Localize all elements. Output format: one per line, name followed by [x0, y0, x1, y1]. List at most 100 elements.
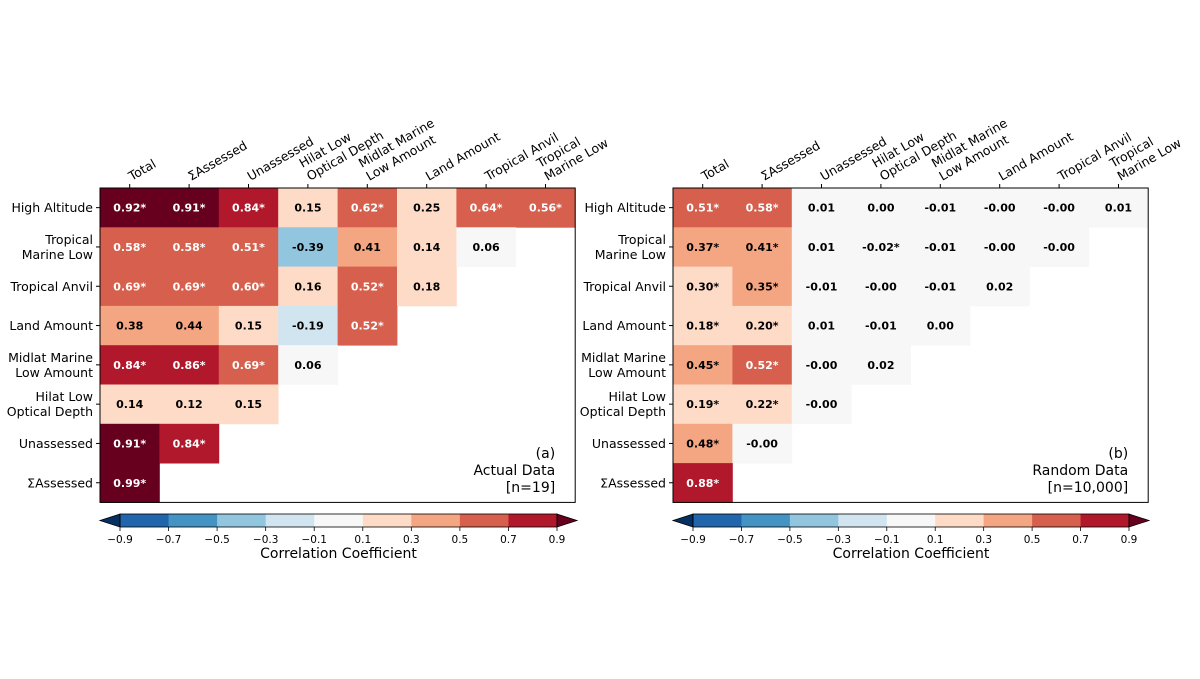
row-label-line: ΣAssessed [600, 475, 666, 490]
heatmap-cell [218, 305, 279, 346]
colorbar-tick-label: 0.5 [1024, 534, 1041, 546]
annotation-title: Actual Data [473, 463, 555, 479]
colorbar-segment [1080, 514, 1130, 527]
row-label-line: Midlat Marine [8, 350, 93, 365]
heatmap-cell [673, 188, 733, 228]
annotation-n: [n=10,000] [1048, 480, 1129, 496]
cell-value-label: -0.00 [806, 359, 838, 372]
heatmap-cell [159, 227, 220, 267]
heatmap-cell [791, 266, 852, 307]
row-label-line: ΣAssessed [27, 475, 93, 490]
heatmap-cell [1088, 188, 1149, 228]
row-label-line: Tropical Anvil [582, 279, 666, 294]
column-label-line: ΣAssessed [758, 138, 823, 184]
row-label-line: Marine Low [595, 247, 666, 262]
colorbar-over-arrow [556, 513, 579, 528]
cell-value-label: -0.01 [806, 280, 838, 293]
cell-value-label: 0.62* [351, 202, 384, 215]
heatmap-cell [851, 266, 911, 307]
row-label: Tropical Anvil [582, 279, 666, 294]
cell-value-label: 0.48* [686, 437, 719, 450]
column-label: Total [125, 156, 159, 184]
heatmap-cell [732, 266, 793, 307]
column-label-line: Total [698, 156, 732, 184]
cell-value-label: 0.01 [808, 320, 835, 333]
heatmap-cell [970, 227, 1030, 267]
row-label-line: Tropical [617, 232, 666, 247]
colorbar-segment [120, 514, 170, 527]
colorbar-tick-label: −0.7 [156, 534, 182, 546]
row-label: ΣAssessed [27, 475, 93, 490]
heatmap-cell [791, 188, 852, 228]
heatmap-cell [1029, 227, 1090, 267]
cell-value-label: 0.01 [808, 202, 835, 215]
heatmap-cell [851, 305, 911, 346]
row-label: Hilat Low Optical Depth [580, 389, 666, 419]
cell-value-label: 0.99* [113, 477, 146, 490]
row-label-line: Unassessed [592, 436, 666, 451]
heatmap-cell [159, 423, 220, 464]
heatmap-cell [278, 345, 338, 385]
colorbar-tick-label: −0.5 [204, 534, 230, 546]
heatmap-cell [159, 384, 220, 425]
cell-value-label: 0.60* [232, 280, 265, 293]
colorbar-tick-label: 0.9 [549, 534, 566, 546]
heatmap-cell [456, 188, 517, 228]
colorbar-a: −0.9 −0.7 −0.5 −0.3 −0.1 0.1 0.3 0.5 0.7 0.9 Corre… [98, 513, 579, 562]
cell-value-label: 0.51* [232, 241, 265, 254]
heatmap-cell [218, 345, 279, 385]
cell-value-label: 0.25 [413, 202, 440, 215]
row-label-line: Tropical Anvil [9, 279, 93, 294]
heatmap-cell [732, 345, 793, 385]
cell-value-label: 0.91* [173, 202, 206, 215]
cell-value-label: 0.51* [686, 202, 719, 215]
heatmap-cell [278, 305, 338, 346]
heatmap-cell [100, 384, 160, 425]
colorbar-frame [692, 513, 1130, 528]
heatmap-cell [970, 266, 1030, 307]
cell-value-label: 0.00 [927, 320, 954, 333]
colorbar-over-arrow [1128, 513, 1151, 528]
heatmap-cell [851, 188, 911, 228]
heatmap-cell [791, 345, 852, 385]
colorbar-segment [168, 514, 218, 527]
cell-value-label: -0.00 [1043, 241, 1075, 254]
heatmap-cell [397, 188, 457, 228]
heatmap-cell [337, 266, 398, 307]
cell-value-label: 0.14 [116, 398, 143, 411]
heatmap-cell [100, 227, 160, 267]
row-label-line: Land Amount [9, 318, 93, 333]
heatmap-cell [159, 266, 220, 307]
heatmap-cell [159, 188, 220, 228]
heatmap-cell [100, 266, 160, 307]
heatmap-cell [1029, 188, 1090, 228]
heatmap-cell [732, 305, 793, 346]
cell-value-label: -0.01 [924, 280, 956, 293]
row-label-line: Tropical [44, 232, 93, 247]
cell-value-label: 0.58* [173, 241, 206, 254]
row-label-line: Optical Depth [580, 404, 666, 419]
cell-value-label: 0.58* [113, 241, 146, 254]
heatmap-cell [278, 188, 338, 228]
cell-value-label: 0.01 [1105, 202, 1132, 215]
cell-value-label: 0.69* [232, 359, 265, 372]
heatmap-cell [218, 266, 279, 307]
colorbar-label: Correlation Coefficient [260, 546, 417, 562]
colorbar-b: −0.9 −0.7 −0.5 −0.3 −0.1 0.1 0.3 0.5 0.7 0.9 Corre… [671, 513, 1151, 562]
heatmap-cell [159, 305, 220, 346]
cell-value-label: -0.01 [865, 320, 897, 333]
heatmap-cell [673, 423, 733, 464]
cell-value-label: 0.52* [351, 320, 384, 333]
cell-value-label: 0.44 [176, 320, 203, 333]
row-label: Land Amount [9, 318, 93, 333]
cell-value-label: 0.02 [986, 280, 1013, 293]
colorbar-tick-label: 0.3 [975, 534, 992, 546]
cell-value-label: -0.00 [746, 437, 778, 450]
heatmap-cell [910, 305, 971, 346]
colorbar-tick-label: 0.5 [452, 534, 469, 546]
column-label: TropicalMarine Low [533, 122, 611, 184]
row-label: Unassessed [592, 436, 666, 451]
row-label: Unassessed [19, 436, 93, 451]
row-label: Hilat Low Optical Depth [7, 389, 93, 419]
